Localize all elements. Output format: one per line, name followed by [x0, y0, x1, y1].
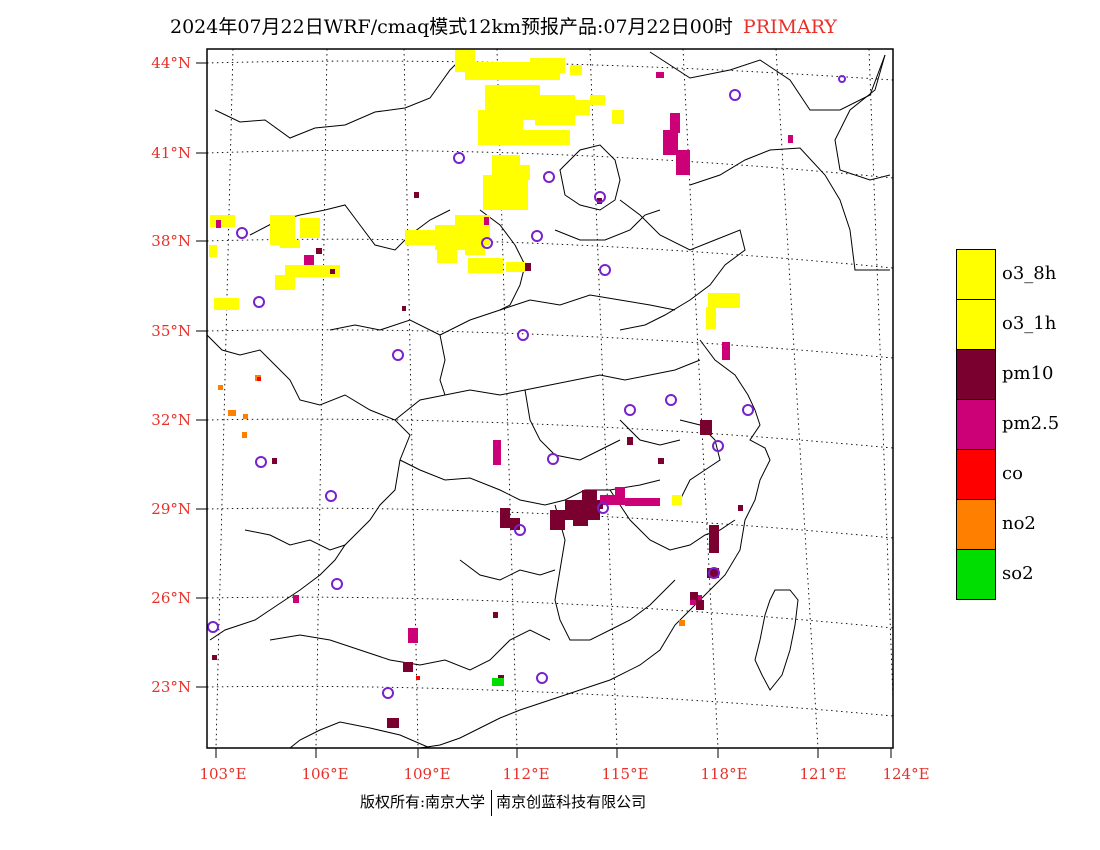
lat-label: 35°N — [151, 322, 191, 340]
lat-label: 26°N — [151, 589, 191, 607]
lat-label: 29°N — [151, 500, 191, 518]
lon-label: 106°E — [301, 765, 349, 783]
pollution-cells — [209, 50, 793, 728]
legend-swatch — [956, 399, 996, 450]
copyright-left: 版权所有:南京大学 — [360, 793, 486, 811]
copyright-right: 南京创蓝科技有限公司 — [496, 793, 647, 811]
legend-swatch — [956, 299, 996, 350]
boundary-lines — [207, 51, 891, 748]
lat-label: 44°N — [151, 54, 191, 72]
lon-label: 115°E — [601, 765, 649, 783]
legend-label: so2 — [1002, 563, 1034, 584]
lon-label: 103°E — [199, 765, 247, 783]
footer-divider — [491, 790, 493, 816]
lon-label: 112°E — [502, 765, 550, 783]
title-text: 2024年07月22日WRF/cmaq模式12km预报产品:07月22日00时 — [170, 16, 733, 38]
legend-swatch — [956, 449, 996, 500]
map-title: 2024年07月22日WRF/cmaq模式12km预报产品:07月22日00时 P… — [170, 12, 837, 39]
map-frame — [206, 48, 894, 749]
lon-label: 118°E — [700, 765, 748, 783]
station-markers — [207, 75, 846, 699]
lat-label: 32°N — [151, 411, 191, 429]
legend-label: co — [1002, 463, 1023, 484]
lat-label: 23°N — [151, 678, 191, 696]
lat-label: 38°N — [151, 232, 191, 250]
lon-label: 124°E — [882, 765, 930, 783]
primary-tag: PRIMARY — [742, 16, 837, 38]
legend-swatch — [956, 549, 996, 600]
legend-label: pm10 — [1002, 363, 1054, 384]
legend-swatch — [956, 249, 996, 300]
axis-ticks — [196, 62, 892, 758]
legend-label: o3_8h — [1002, 263, 1057, 284]
copyright-footer: 版权所有:南京大学 南京创蓝科技有限公司 — [360, 790, 646, 816]
graticule — [207, 49, 893, 748]
lat-label: 41°N — [151, 144, 191, 162]
legend-label: o3_1h — [1002, 313, 1057, 334]
lon-label: 121°E — [799, 765, 847, 783]
legend-swatch — [956, 349, 996, 400]
legend-label: pm2.5 — [1002, 413, 1060, 434]
legend-label: no2 — [1002, 513, 1036, 534]
legend-swatch — [956, 499, 996, 550]
lon-label: 109°E — [403, 765, 451, 783]
